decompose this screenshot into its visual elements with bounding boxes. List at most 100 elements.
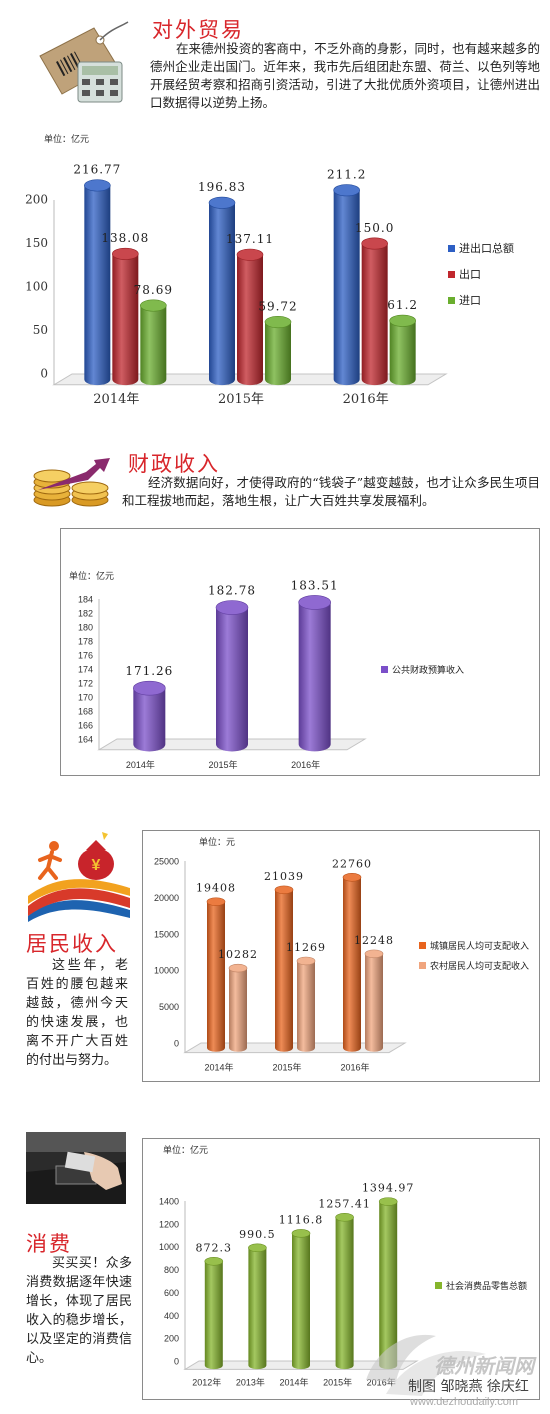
bar-top [378, 1197, 398, 1206]
data-label: 196.83 [198, 180, 246, 194]
data-label: 138.08 [101, 231, 149, 245]
bar [343, 877, 361, 1052]
y-tick-label: 25000 [154, 857, 179, 867]
bar [389, 320, 416, 386]
y-tick-label: 100 [25, 280, 48, 294]
y-tick-label: 168 [78, 707, 93, 717]
bar [265, 322, 291, 386]
x-tick-label: 2014年 [126, 759, 155, 770]
bar [335, 1217, 354, 1370]
y-tick-label: 1400 [159, 1197, 179, 1207]
unit-label: 单位：亿元 [69, 570, 114, 581]
bar [333, 190, 360, 386]
y-tick-label: 150 [25, 236, 48, 250]
data-label: 990.5 [239, 1228, 276, 1241]
bar [229, 968, 247, 1052]
bar-top [298, 595, 331, 610]
trade-chart: 单位：亿元 0 50 100 150 200 2014年 216.77 138.08 78.69 2… [8, 128, 542, 408]
bar-top [389, 314, 416, 327]
bar [140, 305, 167, 386]
y-tick-label: 178 [78, 637, 93, 647]
y-tick-label: 170 [78, 693, 93, 703]
watermark-url: www.dezhoudaily.com [410, 1396, 519, 1408]
income-chart-svg: 单位：元 0 5000 10000 15000 20000 25000 2014年 19408 1… [154, 836, 529, 1073]
legend-label: 社会消费品零售总额 [446, 1280, 527, 1291]
consume-title: 消费 [26, 1232, 72, 1256]
fiscal-chart-svg: 单位：亿元 164 166 168 170 172 174 176 178 180 182 184 20… [69, 570, 464, 770]
unit-label: 单位：元 [199, 836, 235, 847]
bar-top [236, 248, 264, 261]
legend-swatch [448, 271, 455, 278]
bar-top [228, 963, 248, 973]
bar [361, 243, 388, 386]
legend-label: 公共财政预算收入 [392, 664, 464, 675]
data-label: 1116.8 [279, 1213, 324, 1226]
fiscal-title: 财政收入 [128, 452, 220, 476]
legend-swatch [419, 962, 426, 969]
x-tick-label: 2013年 [236, 1376, 265, 1387]
y-tick-label: 0 [174, 1039, 179, 1049]
trade-icon [22, 18, 132, 106]
y-tick-label: 0 [174, 1357, 179, 1367]
data-label: 78.69 [134, 283, 173, 297]
data-label: 1394.97 [362, 1182, 415, 1195]
y-tick-label: 800 [164, 1265, 179, 1275]
data-label: 59.72 [258, 299, 297, 313]
svg-text:¥: ¥ [92, 857, 101, 874]
income-title: 居民收入 [26, 932, 118, 956]
watermark-logo [356, 1310, 546, 1410]
y-tick-label: 164 [78, 735, 93, 745]
legend-label: 出口 [459, 267, 481, 281]
y-tick-label: 172 [78, 679, 93, 689]
y-tick-label: 5000 [159, 1002, 179, 1012]
trade-chart-svg: 单位：亿元 0 50 100 150 200 2014年 216.77 138.08 78.69 2… [25, 133, 514, 407]
x-tick-label: 2016年 [291, 759, 320, 770]
watermark-name: 德州新闻网 [434, 1354, 534, 1378]
data-label: 19408 [196, 882, 236, 895]
data-label: 22760 [332, 857, 372, 870]
bar-top [140, 299, 167, 312]
bar-top [133, 680, 166, 696]
bar-top [335, 1213, 354, 1222]
bar [237, 254, 263, 386]
bar-top [342, 873, 362, 882]
bar-top [248, 1243, 267, 1253]
x-tick-label: 2014年 [93, 392, 139, 407]
income-chart-frame: 单位：元 0 5000 10000 15000 20000 25000 2014年 19408 1… [142, 830, 540, 1082]
bar-top [333, 184, 360, 197]
y-tick-label: 176 [78, 651, 93, 661]
bar [216, 607, 248, 752]
credit-text: 制图 邹晓燕 徐庆红 [408, 1379, 529, 1395]
data-label: 150.0 [355, 221, 394, 235]
data-label: 137.11 [226, 232, 274, 246]
y-tick-label: 1200 [159, 1219, 179, 1229]
y-tick-label: 182 [78, 609, 93, 619]
data-label: 61.2 [387, 298, 418, 312]
x-tick-label: 2014年 [204, 1062, 233, 1073]
legend-swatch [435, 1282, 442, 1289]
y-tick-label: 10000 [154, 966, 179, 976]
y-tick-label: 50 [33, 323, 48, 337]
x-tick-label: 2014年 [279, 1376, 308, 1387]
y-tick-label: 180 [78, 623, 93, 633]
data-label: 10282 [218, 948, 258, 961]
income-text: 这些年，老百姓的腰包越来越鼓，德州今天的快速发展，也离不开广大百姓的付出与努力。 [26, 958, 128, 1068]
legend-swatch [448, 245, 455, 252]
legend-label: 进出口总额 [459, 241, 514, 255]
legend-label: 进口 [459, 294, 481, 307]
bar [365, 953, 383, 1052]
unit-label: 单位：亿元 [163, 1144, 208, 1155]
bar [292, 1233, 310, 1370]
bar [112, 253, 139, 386]
bar-top [208, 196, 236, 209]
bar [298, 602, 331, 752]
bar [207, 901, 225, 1052]
data-label: 183.51 [291, 578, 339, 592]
x-tick-label: 2015年 [272, 1062, 301, 1073]
legend-label: 农村居民人均可支配收入 [430, 960, 529, 971]
y-tick-label: 200 [164, 1334, 179, 1344]
bar [209, 202, 235, 386]
x-tick-label: 2016年 [367, 1376, 396, 1387]
fiscal-chart-frame: 单位：亿元 164 166 168 170 172 174 176 178 180 182 184 20… [60, 528, 540, 776]
unit-label: 单位：亿元 [44, 133, 89, 144]
